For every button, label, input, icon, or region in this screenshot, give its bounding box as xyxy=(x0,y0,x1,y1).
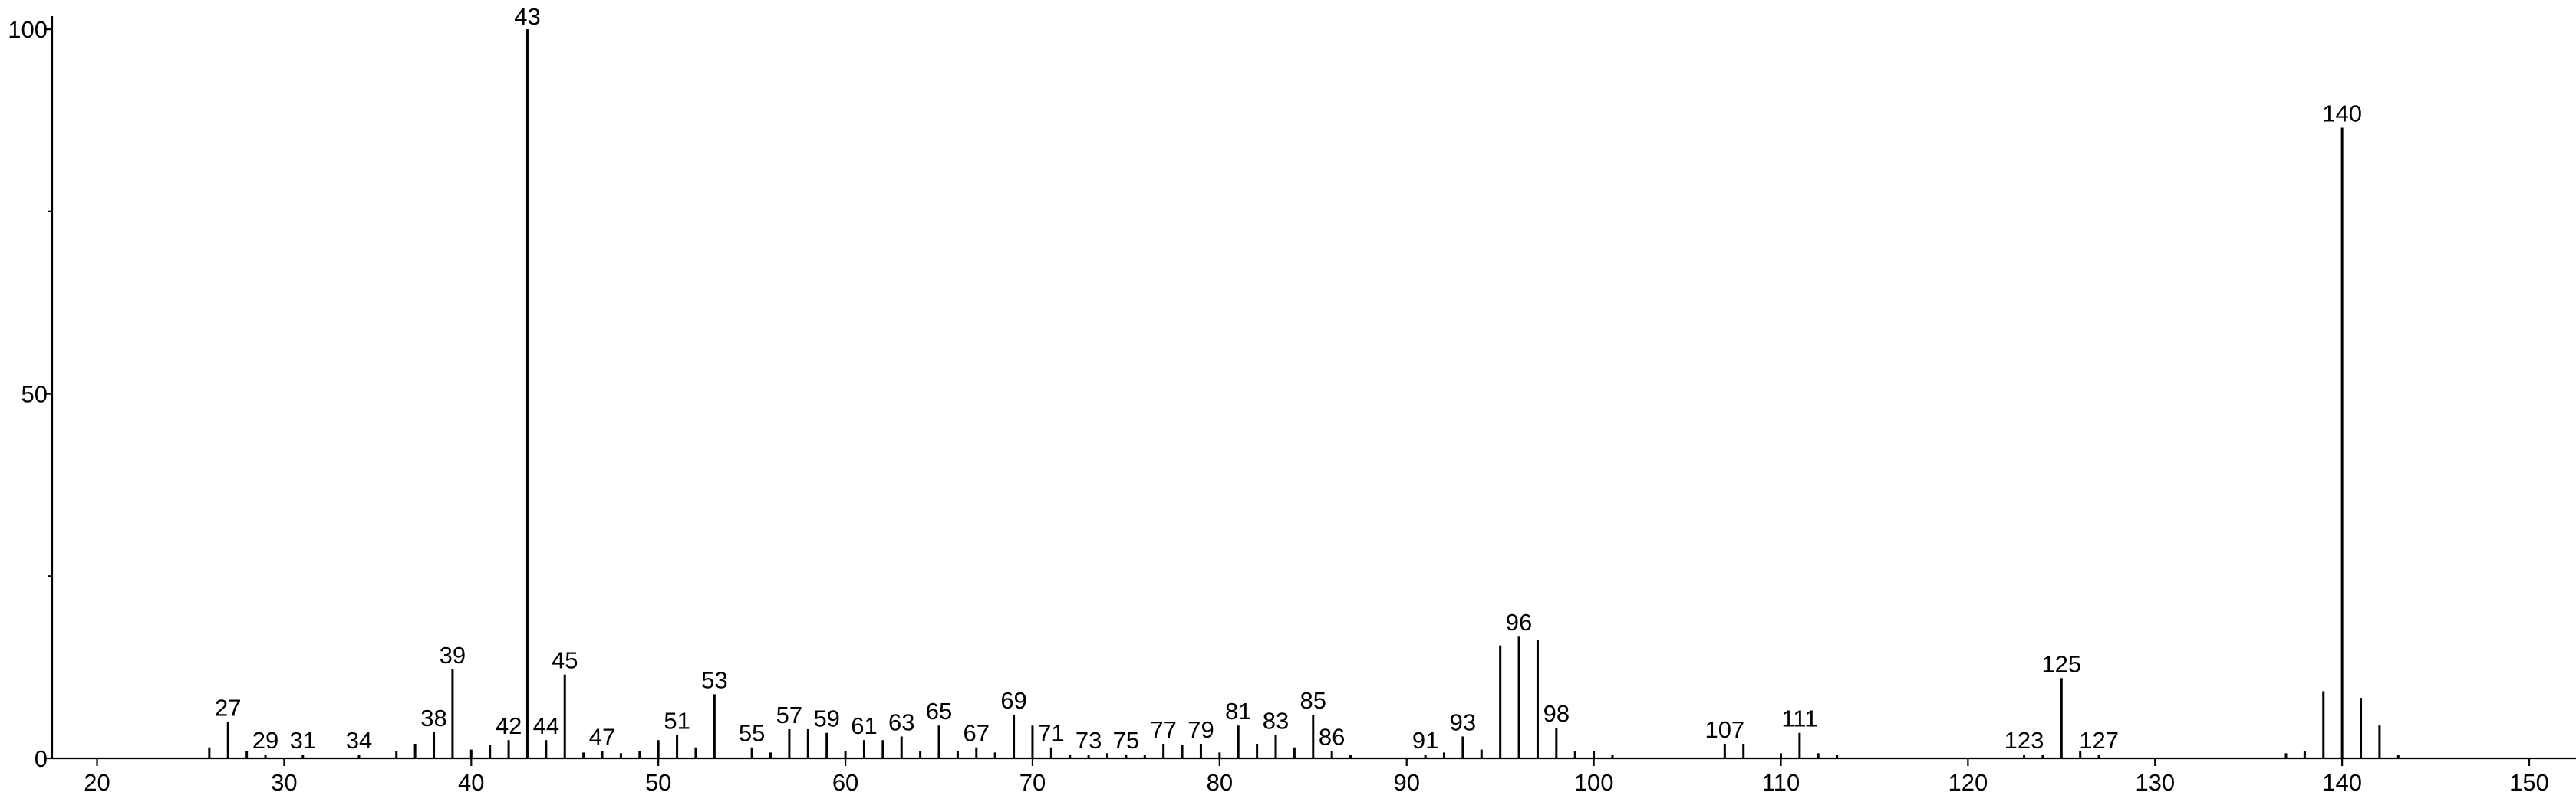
peak-label: 77 xyxy=(1150,716,1176,743)
peak-label: 42 xyxy=(496,712,522,739)
peak-label: 123 xyxy=(2004,727,2044,754)
peak-label: 125 xyxy=(2041,650,2081,677)
x-tick-label: 60 xyxy=(832,769,858,796)
x-tick-label: 110 xyxy=(1762,769,1800,796)
y-tick-label: 0 xyxy=(35,745,48,772)
peak-label: 83 xyxy=(1263,708,1289,735)
x-tick-label: 100 xyxy=(1574,769,1614,796)
peak-label: 45 xyxy=(552,647,578,674)
peak-label: 107 xyxy=(1705,716,1744,743)
x-tick-label: 90 xyxy=(1393,769,1419,796)
x-tick-label: 80 xyxy=(1207,769,1233,796)
x-tick-label: 30 xyxy=(271,769,297,796)
peak-label: 111 xyxy=(1781,705,1817,732)
peak-label: 59 xyxy=(813,705,839,732)
peak-label: 47 xyxy=(589,723,615,750)
peak-label: 31 xyxy=(290,727,316,754)
peak-label: 51 xyxy=(664,708,690,735)
peak-label: 98 xyxy=(1543,700,1570,727)
peak-label: 96 xyxy=(1506,609,1532,636)
x-tick-label: 140 xyxy=(2322,769,2362,796)
peak-label: 34 xyxy=(346,727,372,754)
peak-label: 61 xyxy=(851,712,877,739)
y-tick-label: 50 xyxy=(21,381,48,408)
peak-label: 75 xyxy=(1113,727,1139,754)
peak-label: 63 xyxy=(888,709,914,735)
peak-label: 91 xyxy=(1412,727,1438,754)
x-tick-label: 120 xyxy=(1948,769,1988,796)
peak-label: 85 xyxy=(1300,687,1326,714)
x-tick-label: 40 xyxy=(458,769,484,796)
peak-label: 140 xyxy=(2322,100,2362,127)
peak-label: 93 xyxy=(1450,709,1476,735)
peak-label: 73 xyxy=(1076,727,1102,754)
peak-label: 127 xyxy=(2079,727,2119,754)
x-tick-label: 70 xyxy=(1020,769,1046,796)
peak-label: 55 xyxy=(739,720,765,747)
peak-label: 43 xyxy=(514,3,540,30)
peak-label: 71 xyxy=(1038,720,1064,747)
peak-label: 57 xyxy=(776,702,802,728)
peak-label: 86 xyxy=(1319,723,1345,750)
peak-label: 53 xyxy=(701,666,727,693)
peak-label: 81 xyxy=(1225,698,1251,725)
x-tick-label: 150 xyxy=(2509,769,2549,796)
x-tick-label: 130 xyxy=(2135,769,2175,796)
peak-label: 69 xyxy=(1000,687,1026,714)
peak-label: 67 xyxy=(964,720,990,747)
x-tick-label: 50 xyxy=(645,769,671,796)
y-tick-label: 100 xyxy=(8,16,48,43)
peak-label: 65 xyxy=(926,698,952,725)
peak-label: 29 xyxy=(252,727,278,754)
peak-label: 27 xyxy=(215,694,241,721)
peak-label: 79 xyxy=(1188,716,1214,743)
x-tick-label: 20 xyxy=(84,769,110,796)
peak-label: 44 xyxy=(533,712,559,739)
peak-label: 39 xyxy=(440,642,466,669)
peak-label: 38 xyxy=(420,705,446,732)
